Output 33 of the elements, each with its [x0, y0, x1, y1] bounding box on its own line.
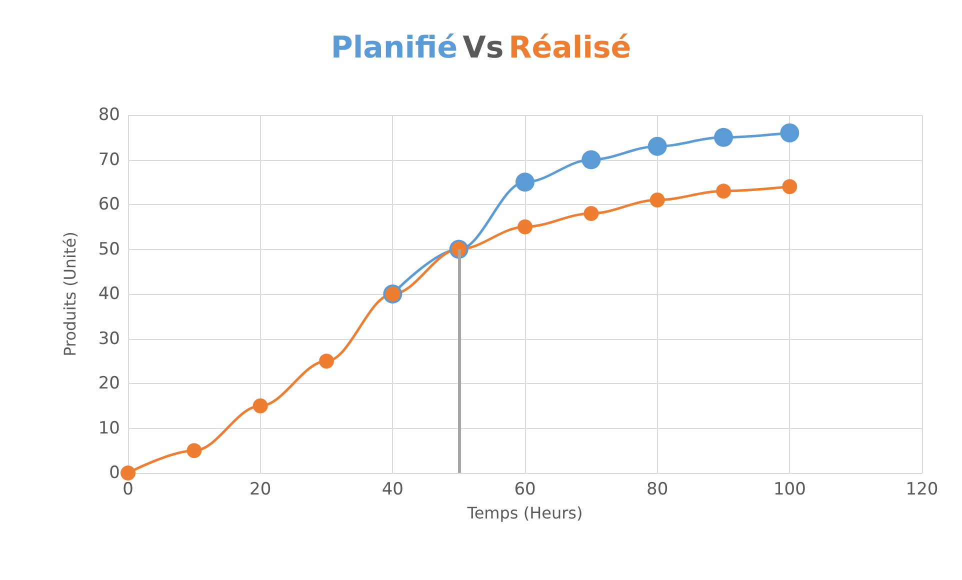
- y-tick-label: 80: [98, 105, 120, 125]
- point: [780, 123, 800, 142]
- point: [319, 354, 334, 369]
- x-tick-label: 20: [250, 480, 272, 500]
- point: [714, 128, 733, 147]
- point: [120, 466, 136, 480]
- x-tick-label: 80: [646, 480, 668, 500]
- x-tick-label: 40: [382, 480, 404, 500]
- point: [186, 443, 202, 458]
- x-axis-title: Temps (Heurs): [466, 504, 583, 522]
- y-tick-label: 20: [98, 374, 120, 394]
- y-tick-label: 0: [109, 463, 120, 483]
- x-tick-label: 0: [122, 480, 134, 500]
- point: [582, 150, 601, 170]
- x-tick-label: 60: [514, 480, 536, 500]
- y-tick-label: 70: [98, 150, 120, 170]
- x-tick-label: 100: [773, 480, 806, 500]
- point: [648, 136, 667, 156]
- point: [650, 192, 665, 208]
- x-tick-label: 120: [906, 480, 938, 500]
- y-tick-label: 30: [98, 328, 120, 349]
- point: [516, 172, 534, 192]
- point: [782, 179, 798, 194]
- y-tick-label: 40: [98, 284, 120, 304]
- y-tick-label: 60: [98, 194, 120, 214]
- point: [716, 184, 731, 199]
- chart-title: Planifié Vs Réalisé: [330, 30, 632, 66]
- y-axis-title: Produits (Unité): [60, 232, 80, 356]
- y-tick-label: 50: [98, 239, 120, 260]
- point: [584, 206, 599, 221]
- y-tick-label: 10: [98, 418, 120, 438]
- point: [252, 398, 268, 414]
- point: [518, 219, 532, 234]
